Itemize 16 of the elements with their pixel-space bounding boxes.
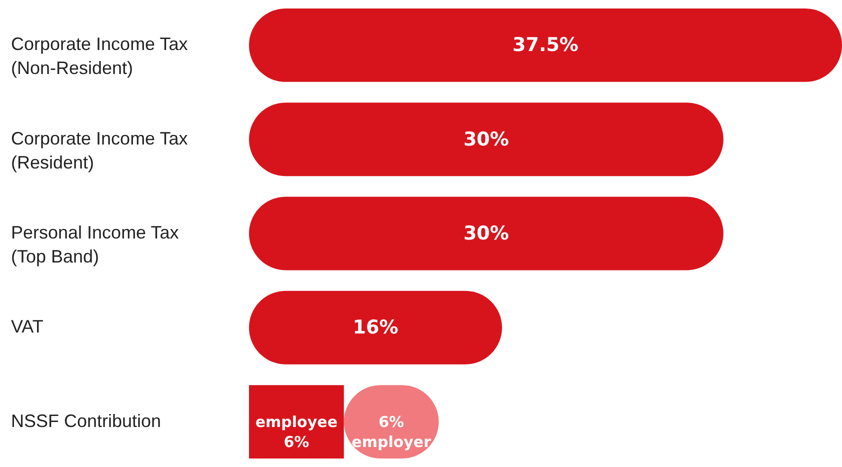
y-tick-label: Corporate Income Tax (Non-Resident) xyxy=(11,34,188,78)
bar xyxy=(249,196,724,270)
bar xyxy=(249,290,502,364)
y-tick-label: Personal Income Tax (Top Band) xyxy=(11,222,179,266)
y-tick-label: NSSF Contribution xyxy=(11,410,162,431)
data-label: 30% xyxy=(463,222,509,244)
data-label: 16% xyxy=(352,316,398,339)
data-label: employee 6% xyxy=(255,412,338,451)
bar xyxy=(249,8,842,82)
y-tick-label: Corporate Income Tax (Resident) xyxy=(11,128,188,172)
y-tick-label: VAT xyxy=(11,316,44,337)
bar xyxy=(249,102,724,176)
data-label: 30% xyxy=(463,128,509,150)
data-label: 6% employer xyxy=(352,412,432,451)
data-label: 37.5% xyxy=(512,34,578,56)
bar xyxy=(249,385,344,459)
